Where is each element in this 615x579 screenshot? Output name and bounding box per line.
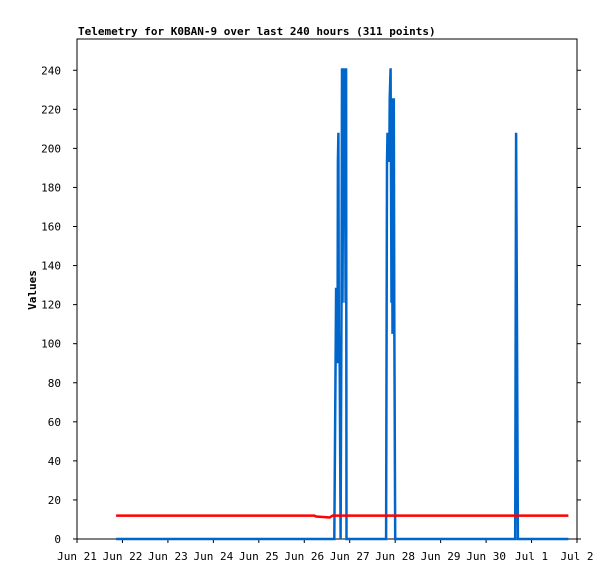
y-tick-label: 40 bbox=[48, 455, 61, 468]
y-tick-label: 60 bbox=[48, 416, 61, 429]
x-tick-label: Jun 22 bbox=[103, 550, 143, 563]
x-tick-label: Jul 1 bbox=[515, 550, 548, 563]
y-tick-label: 200 bbox=[41, 142, 61, 155]
y-tick-label: 120 bbox=[41, 299, 61, 312]
x-tick-label: Jun 29 bbox=[421, 550, 461, 563]
x-tick-label: Jun 28 bbox=[375, 550, 415, 563]
y-tick-label: 160 bbox=[41, 221, 61, 234]
series-layer bbox=[116, 68, 569, 541]
y-tick-label: 80 bbox=[48, 377, 61, 390]
y-tick-label: 240 bbox=[41, 64, 61, 77]
y-tick-label: 180 bbox=[41, 181, 61, 194]
x-tick-label: Jun 21 bbox=[57, 550, 97, 563]
x-tick-label: Jun 25 bbox=[239, 550, 279, 563]
x-tick-label: Jul 2 bbox=[560, 550, 593, 563]
x-tick-label: Jun 27 bbox=[330, 550, 370, 563]
y-axis-label: Values bbox=[26, 270, 39, 310]
x-tick-label: Jun 30 bbox=[466, 550, 506, 563]
x-tick-label: Jun 24 bbox=[193, 550, 233, 563]
y-tick-label: 100 bbox=[41, 338, 61, 351]
y-tick-label: 220 bbox=[41, 103, 61, 116]
y-tick-label: 0 bbox=[54, 533, 61, 546]
chart-title: Telemetry for K0BAN-9 over last 240 hour… bbox=[78, 25, 436, 38]
y-tick-label: 140 bbox=[41, 260, 61, 273]
x-tick-label: Jun 26 bbox=[284, 550, 324, 563]
x-axis: Jun 21 Jun 22 Jun 23 Jun 24 Jun 25 Jun 26 Jun … bbox=[57, 539, 594, 563]
y-tick-label: 20 bbox=[48, 494, 61, 507]
series-line-0 bbox=[116, 68, 569, 541]
y-axis: 0 20 40 60 80 100 120 140 160 180 200 220 240 bbox=[41, 64, 581, 546]
series-line-1 bbox=[116, 514, 569, 519]
x-tick-label: Jun 23 bbox=[148, 550, 188, 563]
plot-frame bbox=[76, 38, 578, 540]
